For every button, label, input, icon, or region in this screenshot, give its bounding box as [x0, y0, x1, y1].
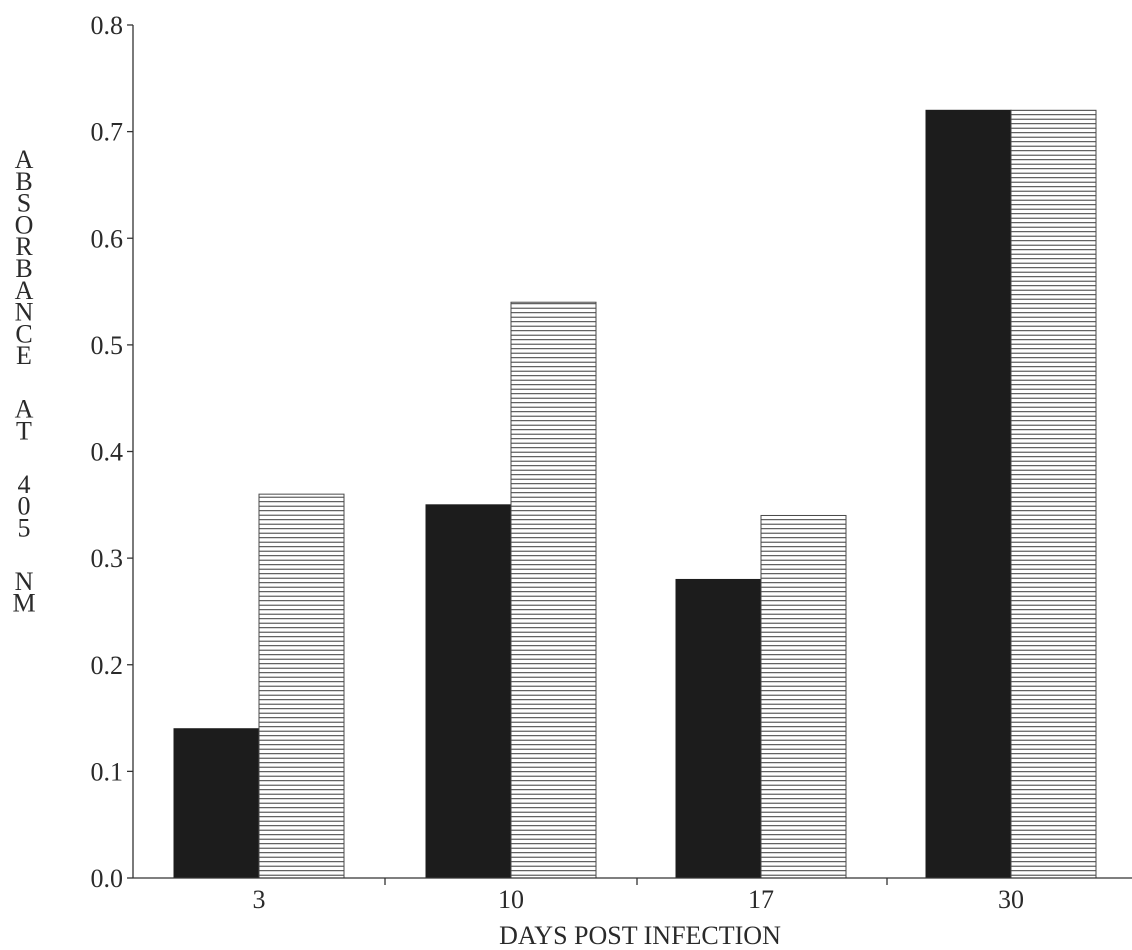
- bar-10-series-2: [510, 301, 597, 879]
- labels-layer: 0.0 0.1 0.2 0.3 0.4 0.5 0.6 0.7 0.8 3 10 17 30 DAYS P…: [12, 11, 1024, 950]
- y-tick-label: 0.7: [91, 118, 124, 147]
- y-tick-label: 0.0: [91, 864, 124, 893]
- bar-17-series-1: [675, 578, 762, 879]
- x-tick-label: 30: [998, 885, 1024, 914]
- y-tick-label: 0.4: [91, 438, 124, 467]
- bar-3-series-1: [173, 728, 260, 879]
- y-tick-label: 0.8: [91, 11, 124, 40]
- axes-layer: [127, 24, 1132, 885]
- x-axis-title: DAYS POST INFECTION: [499, 921, 781, 950]
- bar-10-series-1: [425, 504, 512, 879]
- y-tick-label: 0.1: [91, 757, 124, 786]
- y-tick-label: 0.5: [91, 331, 124, 360]
- y-tick-label: 0.2: [91, 651, 124, 680]
- x-tick-label: 10: [498, 885, 524, 914]
- bar-30-series-2: [1010, 109, 1097, 879]
- bar-17-series-2: [760, 514, 847, 879]
- bars-layer: [173, 109, 1097, 879]
- y-tick-label: 0.3: [91, 544, 124, 573]
- x-tick-label: 17: [748, 885, 774, 914]
- bar-30-series-1: [925, 109, 1012, 879]
- bar-3-series-2: [258, 493, 345, 879]
- x-tick-label: 3: [253, 885, 266, 914]
- y-tick-label: 0.6: [91, 224, 124, 253]
